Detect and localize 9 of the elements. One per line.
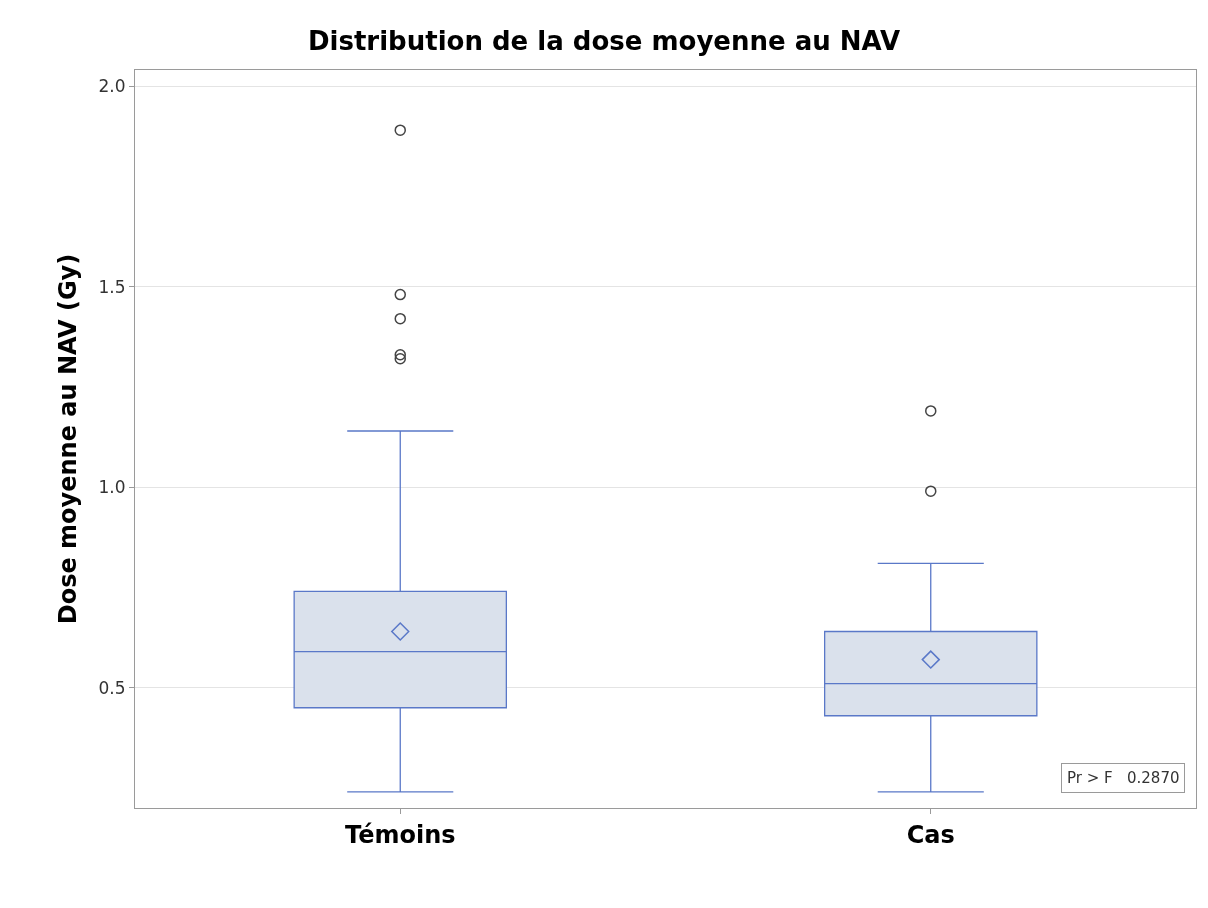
- y-tick-label: 2.0: [98, 75, 126, 96]
- annotation: Pr > F 0.2870: [1067, 769, 1180, 787]
- y-tick-label: 1.0: [98, 477, 126, 498]
- x-tick-label: Cas: [906, 820, 955, 849]
- x-tick-label: Témoins: [344, 820, 456, 849]
- y-tick-label: 0.5: [98, 677, 126, 698]
- y-tick-label: 1.5: [98, 276, 126, 297]
- y-axis-title: Dose moyenne au NAV (Gy): [53, 253, 82, 625]
- chart-title: Distribution de la dose moyenne au NAV: [307, 25, 901, 56]
